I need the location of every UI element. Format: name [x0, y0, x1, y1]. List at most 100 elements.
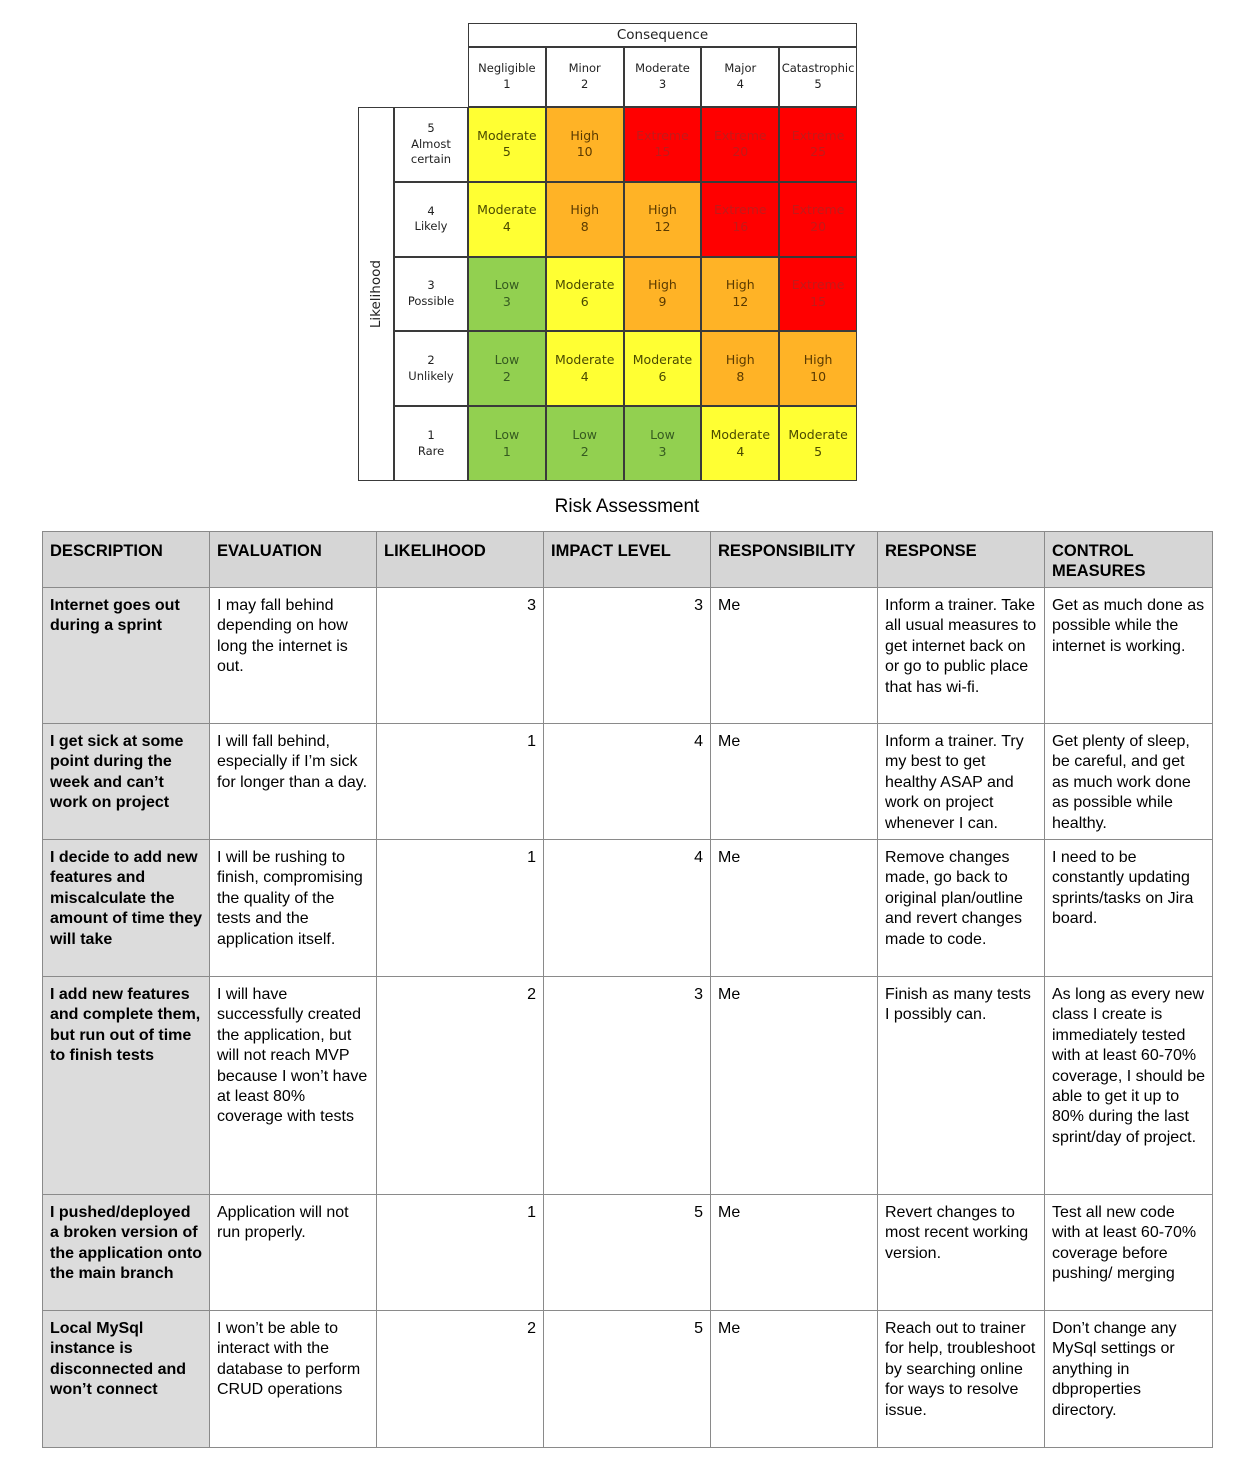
cell-likelihood: 1	[376, 1194, 544, 1311]
consequence-header-4: Major 4	[701, 47, 780, 107]
cell-number: 3	[427, 278, 435, 293]
cell-label: Unlikely	[408, 368, 454, 383]
cell-responsibility: Me	[710, 723, 878, 840]
cell-impact-level: 4	[543, 839, 711, 977]
cell-number: 8	[580, 219, 589, 235]
cell-number: 9	[658, 293, 667, 309]
table-header-row: DESCRIPTION EVALUATION LIKELIHOOD IMPACT…	[42, 531, 1213, 588]
cell-response: Reach out to trainer for help, troublesh…	[877, 1310, 1045, 1448]
table-row: I decide to add new features and miscalc…	[42, 839, 1213, 977]
cell-label: Extreme	[636, 127, 689, 143]
cell-number: 20	[732, 144, 749, 160]
cell-label: Moderate	[788, 426, 848, 442]
cell-impact-level: 5	[543, 1310, 711, 1448]
cell-likelihood: 1	[376, 839, 544, 977]
cell-number: 2	[502, 368, 511, 384]
cell-label: High	[570, 127, 600, 143]
consequence-header-5: Catastrophic 5	[779, 47, 857, 107]
cell-responsibility: Me	[710, 1194, 878, 1311]
cell-number: 4	[502, 219, 511, 235]
cell-responsibility: Me	[710, 1310, 878, 1448]
risk-cell-low: Low 1	[468, 406, 546, 481]
cell-label: Low	[494, 277, 520, 293]
cell-responsibility: Me	[710, 839, 878, 977]
cell-label: Extreme	[791, 277, 845, 293]
cell-number: 12	[732, 293, 749, 309]
cell-response: Finish as many tests I possibly can.	[877, 976, 1045, 1195]
cell-label: Extreme	[713, 127, 767, 143]
consequence-header-1: Negligible 1	[468, 47, 546, 107]
cell-number: 8	[736, 368, 745, 384]
cell-label: Extreme	[791, 202, 845, 218]
risk-cell-moderate: Moderate 4	[545, 331, 624, 407]
cell-number: 15	[654, 144, 671, 160]
cell-label: Catastrophic	[781, 61, 855, 76]
header-likelihood: LIKELIHOOD	[376, 531, 544, 588]
cell-label: Moderate	[554, 277, 615, 293]
risk-cell-moderate: Moderate 4	[701, 406, 780, 481]
header-description: DESCRIPTION	[42, 531, 210, 588]
cell-evaluation: I may fall behind depending on how long …	[209, 587, 377, 724]
cell-likelihood: 2	[376, 1310, 544, 1448]
cell-impact-level: 3	[543, 587, 711, 724]
cell-label: High	[570, 202, 600, 218]
cell-control-measures: Don’t change any MySql settings or anyth…	[1044, 1310, 1213, 1448]
risk-matrix: Consequence Likelihood Negligible 1 Minor 2…	[358, 23, 857, 481]
cell-number: 3	[658, 443, 667, 459]
cell-number: 10	[810, 368, 827, 384]
risk-cell-extreme: Extreme 20	[779, 181, 857, 257]
cell-label: Moderate	[554, 351, 615, 367]
cell-label: Extreme	[713, 202, 767, 218]
cell-number: 2	[581, 77, 589, 91]
cell-label: Almost certain	[410, 136, 452, 167]
risk-cell-extreme: Extreme 20	[701, 107, 780, 182]
cell-number: 5	[502, 144, 511, 160]
risk-cell-high: High 10	[779, 331, 857, 407]
cell-number: 5	[814, 77, 822, 91]
cell-label: Low	[650, 426, 675, 442]
risk-cell-moderate: Moderate 6	[623, 331, 702, 407]
risk-cell-high: High 12	[623, 181, 702, 257]
cell-control-measures: Test all new code with at least 60-70% c…	[1044, 1194, 1213, 1311]
cell-label: Moderate	[635, 61, 690, 76]
cell-label: High	[648, 277, 677, 293]
risk-cell-high: High 8	[545, 181, 624, 257]
cell-number: 5	[427, 121, 435, 136]
cell-impact-level: 3	[543, 976, 711, 1195]
cell-description: Internet goes out during a sprint	[42, 587, 210, 724]
risk-cell-moderate: Moderate 5	[468, 107, 546, 182]
cell-label: High	[725, 277, 755, 293]
risk-cell-high: High 12	[701, 256, 780, 332]
cell-description: I get sick at some point during the week…	[42, 723, 210, 840]
cell-label: Moderate	[477, 202, 537, 218]
cell-number: 1	[427, 428, 435, 443]
cell-number: 4	[427, 203, 435, 218]
cell-number: 12	[654, 219, 671, 235]
cell-number: 4	[580, 368, 589, 384]
cell-label: Negligible	[478, 61, 536, 76]
cell-label: Moderate	[632, 351, 693, 367]
cell-description: I decide to add new features and miscalc…	[42, 839, 210, 977]
cell-number: 25	[810, 144, 827, 160]
cell-likelihood: 3	[376, 587, 544, 724]
cell-evaluation: I will be rushing to finish, compromisin…	[209, 839, 377, 977]
cell-label: Extreme	[791, 127, 845, 143]
cell-label: Low	[572, 426, 597, 442]
cell-number: 1	[503, 77, 511, 91]
cell-description: Local MySql instance is disconnected and…	[42, 1310, 210, 1448]
cell-evaluation: I will fall behind, especially if I’m si…	[209, 723, 377, 840]
header-impact-level: IMPACT LEVEL	[543, 531, 711, 588]
cell-control-measures: Get as much done as possible while the i…	[1044, 587, 1213, 724]
cell-number: 6	[580, 293, 589, 309]
table-row: Internet goes out during a sprint I may …	[42, 587, 1213, 724]
cell-response: Inform a trainer. Take all usual measure…	[877, 587, 1045, 724]
cell-number: 2	[427, 353, 435, 368]
header-responsibility: RESPONSIBILITY	[710, 531, 878, 588]
cell-label: High	[725, 351, 755, 367]
risk-cell-moderate: Moderate 4	[468, 181, 546, 257]
cell-impact-level: 5	[543, 1194, 711, 1311]
table-row: I pushed/deployed a broken version of th…	[42, 1194, 1213, 1311]
page-subtitle: Risk Assessment	[554, 496, 700, 517]
cell-label: High	[648, 202, 677, 218]
likelihood-header-5: 5 Almost certain	[394, 107, 468, 182]
